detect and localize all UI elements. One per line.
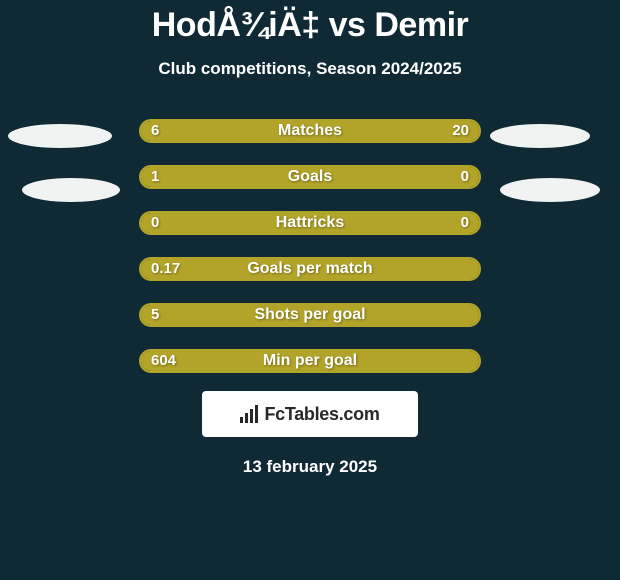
stat-label: Matches xyxy=(141,121,479,141)
stat-value-left: 1 xyxy=(151,167,159,187)
stat-row: Shots per goal5 xyxy=(0,303,620,327)
date-text: 13 february 2025 xyxy=(0,457,620,477)
stat-row: Matches6 20 xyxy=(0,119,620,143)
stat-bar: Goals per match0.17 xyxy=(139,257,481,281)
stat-value-right: 0 xyxy=(461,213,469,233)
stat-row: Goals per match0.17 xyxy=(0,257,620,281)
stat-bar: Shots per goal5 xyxy=(139,303,481,327)
page-title: HodÅ¾iÄ‡ vs Demir xyxy=(0,0,620,45)
logo-box[interactable]: FcTables.com xyxy=(202,391,418,437)
stat-bar: Hattricks0 0 xyxy=(139,211,481,235)
stat-label: Goals per match xyxy=(141,259,479,279)
stat-row: Goals1 0 xyxy=(0,165,620,189)
stat-label: Shots per goal xyxy=(141,305,479,325)
stat-label: Goals xyxy=(141,167,479,187)
stat-value-left: 5 xyxy=(151,305,159,325)
stat-bars: Matches620Goals10Hattricks00Goals per ma… xyxy=(0,119,620,373)
stat-bar: Min per goal604 xyxy=(139,349,481,373)
logo-text: FcTables.com xyxy=(264,404,379,425)
page-subtitle: Club competitions, Season 2024/2025 xyxy=(0,59,620,79)
logo-bars-icon xyxy=(240,405,258,423)
stat-label: Hattricks xyxy=(141,213,479,233)
stat-value-left: 6 xyxy=(151,121,159,141)
stat-value-left: 604 xyxy=(151,351,176,371)
stat-value-right: 0 xyxy=(461,167,469,187)
stat-bar: Matches6 20 xyxy=(139,119,481,143)
stat-bar: Goals1 0 xyxy=(139,165,481,189)
stat-row: Hattricks0 0 xyxy=(0,211,620,235)
stat-label: Min per goal xyxy=(141,351,479,371)
stat-row: Min per goal604 xyxy=(0,349,620,373)
stat-value-right: 20 xyxy=(452,121,469,141)
comparison-card: HodÅ¾iÄ‡ vs Demir Club competitions, Sea… xyxy=(0,0,620,580)
stat-value-left: 0 xyxy=(151,213,159,233)
stat-value-left: 0.17 xyxy=(151,259,180,279)
